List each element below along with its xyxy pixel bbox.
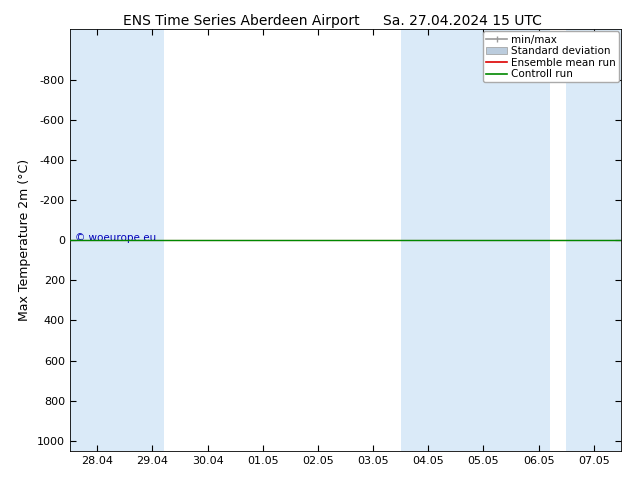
Text: Sa. 27.04.2024 15 UTC: Sa. 27.04.2024 15 UTC bbox=[384, 14, 542, 28]
Bar bbox=[70, 29, 125, 451]
Bar bbox=[566, 29, 621, 451]
Text: © woeurope.eu: © woeurope.eu bbox=[75, 233, 157, 243]
Legend: min/max, Standard deviation, Ensemble mean run, Controll run: min/max, Standard deviation, Ensemble me… bbox=[483, 31, 619, 82]
Bar bbox=[511, 29, 550, 451]
Bar bbox=[401, 29, 511, 451]
Y-axis label: Max Temperature 2m (°C): Max Temperature 2m (°C) bbox=[18, 159, 31, 321]
Bar bbox=[125, 29, 164, 451]
Text: ENS Time Series Aberdeen Airport: ENS Time Series Aberdeen Airport bbox=[122, 14, 359, 28]
